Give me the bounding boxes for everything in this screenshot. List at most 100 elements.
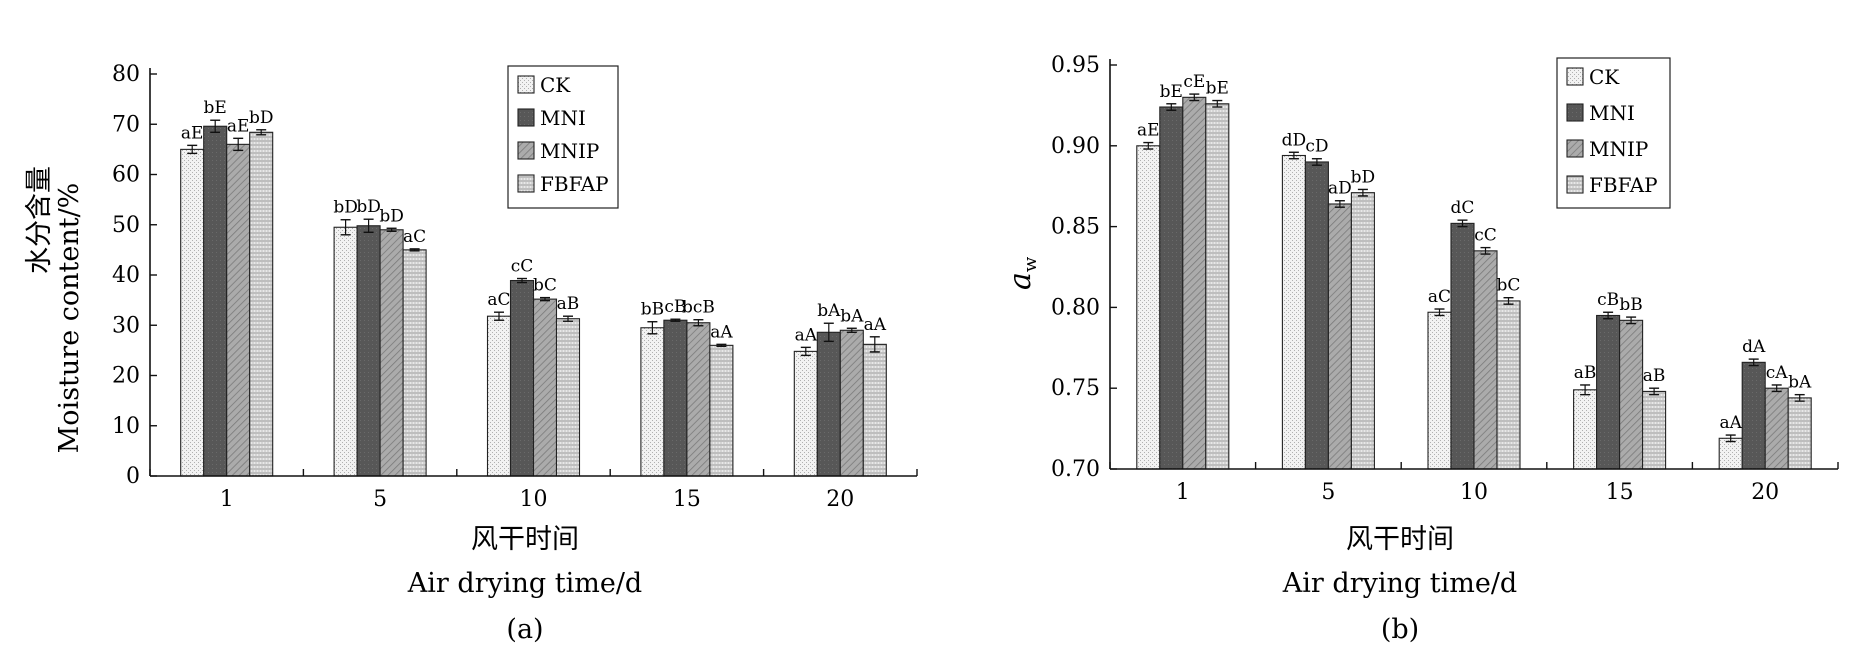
bar-b-ck-1: [1136, 145, 1161, 470]
error-bar-a-fbfap-1: [256, 129, 267, 136]
error-bar-b-fbfap-1: [1212, 99, 1223, 108]
y-axis-title-b: aw: [1003, 256, 1041, 290]
data-label-a-mni-15: cB: [664, 297, 686, 317]
data-label-a-fbfap-5: aC: [403, 227, 426, 247]
y-tick-label-b-0.90: 0.90: [1051, 134, 1100, 159]
legend-label-b-mnip: MNIP: [1589, 137, 1648, 161]
data-label-b-fbfap-5: bD: [1351, 167, 1376, 187]
data-label-b-mnip-20: cA: [1766, 363, 1789, 383]
legend-swatch-b-ck: [1566, 67, 1584, 86]
data-label-a-mnip-15: bcB: [682, 298, 715, 318]
data-label-b-mni-10: dC: [1451, 198, 1475, 218]
bar-b-ck-10: [1427, 311, 1452, 470]
x-axis-title-a: Air drying time/d: [407, 568, 642, 599]
x-tick-label-a-5: 5: [373, 487, 387, 512]
error-bar-b-fbfap-10: [1503, 297, 1514, 305]
data-label-b-mnip-1: cE: [1183, 72, 1205, 92]
y-tick-label-a-30: 30: [112, 313, 140, 338]
error-bar-b-mnip-15: [1626, 316, 1637, 325]
legend-swatch-b-fbfap: [1566, 175, 1584, 194]
y-tick-label-a-0: 0: [126, 464, 140, 489]
y-axis-title-a: Moisture content/%: [54, 183, 85, 454]
bar-b-mni-1: [1159, 106, 1184, 470]
bar-a-mni-15: [663, 319, 688, 477]
y-axis-title-a-cn: 水分含量: [24, 166, 55, 274]
bar-b-fbfap-1: [1205, 103, 1230, 470]
error-bar-a-ck-15: [647, 321, 658, 335]
y-tick-label-b-0.85: 0.85: [1051, 215, 1100, 240]
bar-b-mni-10: [1450, 222, 1475, 470]
error-bar-b-mni-5: [1311, 158, 1322, 166]
legend-swatch-b-mni: [1566, 103, 1584, 122]
error-bar-b-ck-5: [1288, 151, 1299, 160]
bar-a-fbfap-10: [555, 318, 581, 477]
bar-a-mnip-15: [686, 322, 711, 477]
x-tick-label-b-15: 15: [1606, 480, 1634, 505]
x-tick-label-a-15: 15: [673, 487, 701, 512]
bar-b-mnip-15: [1619, 319, 1644, 470]
bar-b-mnip-5: [1327, 203, 1352, 470]
bar-b-mni-5: [1304, 161, 1329, 470]
legend-swatch-a-ck: [517, 75, 535, 94]
error-bar-b-fbfap-15: [1649, 387, 1660, 396]
error-bar-b-mni-10: [1457, 219, 1468, 228]
bar-a-mnip-5: [379, 229, 404, 477]
y-tick-label-a-80: 80: [112, 62, 140, 87]
x-axis-title-b: Air drying time/d: [1282, 568, 1517, 599]
error-bar-a-fbfap-5: [409, 248, 420, 252]
legend-label-a-mni: MNI: [540, 106, 586, 130]
x-tick-label-b-10: 10: [1460, 480, 1488, 505]
data-label-a-mni-1: bE: [204, 98, 227, 118]
y-tick-label-a-50: 50: [112, 213, 140, 238]
bar-b-mni-15: [1596, 314, 1621, 470]
bar-b-ck-5: [1281, 154, 1306, 470]
y-tick-label-a-40: 40: [112, 263, 140, 288]
data-label-a-ck-15: bB: [641, 300, 664, 320]
x-tick-label-a-10: 10: [520, 487, 548, 512]
error-bar-b-ck-15: [1580, 384, 1591, 396]
error-bar-b-mnip-5: [1334, 200, 1345, 208]
bar-a-ck-1: [180, 148, 205, 477]
legend-a: CK MNI MNIP FBFAP: [507, 65, 619, 209]
legend-label-b-mni: MNI: [1589, 101, 1635, 125]
bar-b-fbfap-20: [1787, 397, 1812, 470]
x-tick-label-b-1: 1: [1176, 480, 1190, 505]
data-label-b-fbfap-20: bA: [1788, 373, 1812, 393]
data-label-a-ck-1: aE: [181, 123, 204, 143]
error-bar-a-mnip-10: [540, 296, 550, 302]
error-bar-a-ck-1: [187, 144, 198, 155]
error-bar-b-fbfap-20: [1794, 393, 1805, 402]
panel-label-b: (b): [1381, 614, 1419, 645]
bar-a-ck-5: [333, 226, 358, 477]
error-bar-a-ck-10: [494, 311, 504, 321]
y-axis-title-b-main: a: [1003, 272, 1038, 290]
x-axis-title-a-cn: 风干时间: [471, 524, 579, 555]
bar-a-ck-10: [486, 315, 512, 477]
data-label-b-mni-20: dA: [1742, 337, 1766, 357]
data-label-b-fbfap-1: bE: [1206, 79, 1229, 99]
data-label-a-fbfap-15: aA: [710, 322, 733, 342]
legend-label-a-fbfap: FBFAP: [540, 172, 609, 196]
error-bar-a-mni-1: [210, 119, 221, 133]
bar-b-fbfap-15: [1642, 390, 1667, 470]
data-label-b-mnip-5: aD: [1328, 179, 1352, 199]
data-label-b-ck-1: aE: [1137, 121, 1160, 141]
bar-a-mni-1: [203, 125, 228, 477]
x-tick-label-a-1: 1: [220, 487, 234, 512]
error-bar-a-mni-20: [823, 322, 834, 343]
chart-water-activity: aE dD aC aB aA bE cD dC cB dA cE aD cC bB cA bE bD bC aB bA…: [1003, 53, 1839, 645]
y-axis-title-b-sub: w: [1020, 256, 1041, 272]
data-label-a-ck-10: aC: [487, 290, 510, 310]
data-label-a-mnip-1: aE: [227, 116, 250, 136]
y-tick-label-b-0.95: 0.95: [1051, 53, 1100, 78]
bar-a-mni-20: [816, 331, 841, 477]
error-bar-a-mnip-20: [846, 327, 857, 333]
error-bar-b-mni-1: [1166, 103, 1177, 111]
data-label-b-ck-15: aB: [1574, 363, 1597, 383]
error-bar-a-ck-20: [800, 346, 811, 357]
error-bar-a-mni-15: [670, 318, 681, 322]
data-label-b-mni-1: bE: [1160, 82, 1183, 102]
error-bar-a-mnip-5: [386, 227, 397, 232]
